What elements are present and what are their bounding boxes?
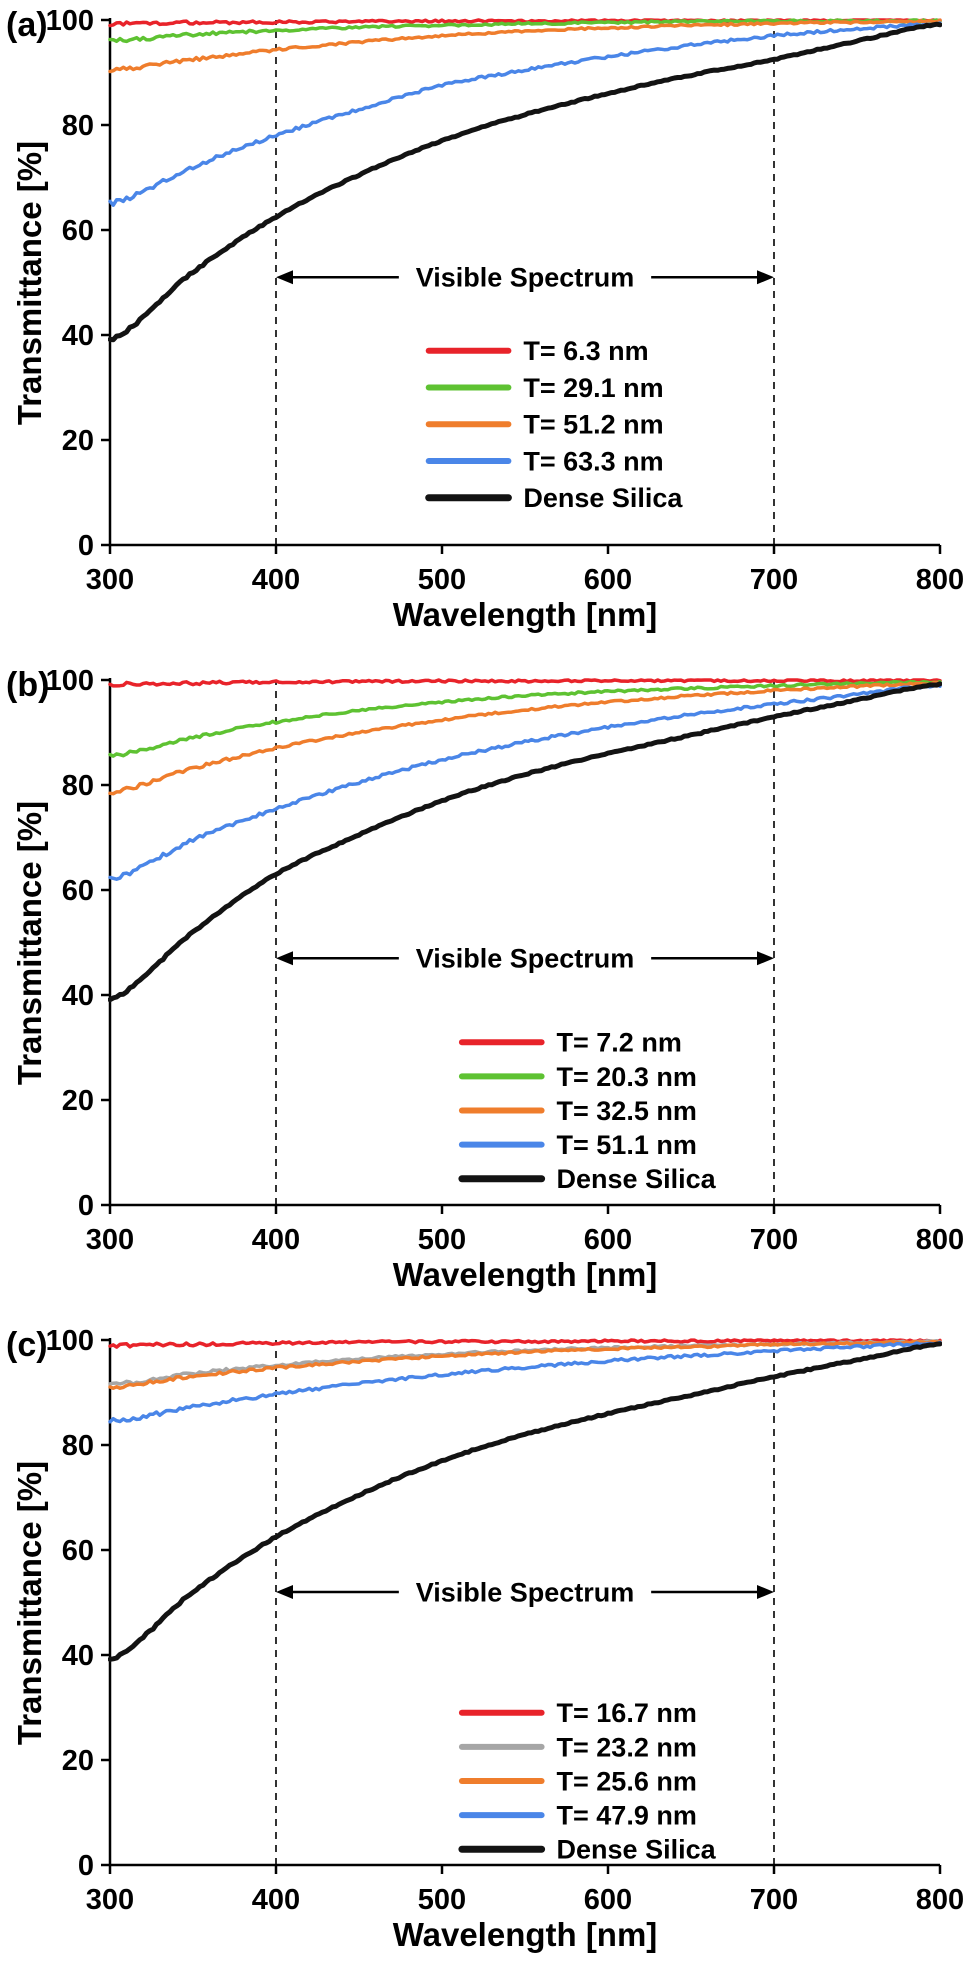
x-tick-label: 600 xyxy=(584,1884,632,1916)
x-tick-label: 400 xyxy=(252,1884,300,1916)
series-line-2 xyxy=(108,18,942,74)
series-line-0 xyxy=(108,678,942,688)
legend-label-2: T= 51.2 nm xyxy=(523,410,663,440)
legend-label-4: Dense Silica xyxy=(557,1164,717,1194)
legend-label-2: T= 25.6 nm xyxy=(557,1766,697,1796)
x-tick-label: 500 xyxy=(418,1884,466,1916)
y-tick-label: 0 xyxy=(78,1850,94,1882)
plot-area-a: 300 400 500 600 700 800 0 20 40 60 80 100 Visible Sp… xyxy=(46,5,965,596)
x-tick-label: 800 xyxy=(916,564,964,596)
x-tick-label: 300 xyxy=(86,1884,134,1916)
series-line-3 xyxy=(108,21,942,207)
series-group xyxy=(108,18,942,343)
visible-spectrum-arrowhead-left-icon xyxy=(276,951,293,966)
chart-panel-b: (b) Transmittance [%] 300 400 500 600 700 800… xyxy=(0,660,969,1320)
x-tick-label: 700 xyxy=(750,1224,798,1256)
y-tick-label: 40 xyxy=(62,320,94,352)
y-tick-label: 60 xyxy=(62,875,94,907)
visible-spectrum-label: Visible Spectrum xyxy=(416,944,635,974)
x-axis-title: Wavelength [nm] xyxy=(392,1256,658,1293)
x-tick-label: 300 xyxy=(86,564,134,596)
plot-area-c: 300 400 500 600 700 800 0 20 40 60 80 100 Visible Sp… xyxy=(46,1325,965,1916)
x-axis-title: Wavelength [nm] xyxy=(392,596,658,633)
panel-label-a: (a) xyxy=(6,6,48,44)
visible-spectrum-label: Visible Spectrum xyxy=(416,1577,635,1607)
series-line-4 xyxy=(108,1341,942,1662)
x-tick-label: 600 xyxy=(584,564,632,596)
x-tick-label: 800 xyxy=(916,1224,964,1256)
series-line-0 xyxy=(108,1338,942,1349)
visible-spectrum-arrowhead-left-icon xyxy=(276,1585,293,1599)
y-tick-label: 100 xyxy=(46,5,94,37)
x-tick-label: 800 xyxy=(916,1884,964,1916)
legend-label-4: Dense Silica xyxy=(523,483,683,513)
series-line-4 xyxy=(108,681,942,1003)
legend-label-0: T= 7.2 nm xyxy=(557,1028,682,1058)
x-axis-title: Wavelength [nm] xyxy=(392,1916,658,1953)
x-tick-label: 500 xyxy=(418,564,466,596)
y-tick-label: 40 xyxy=(62,980,94,1012)
x-tick-label: 700 xyxy=(750,564,798,596)
chart-panel-a: (a) Transmittance [%] 300 400 500 600 700 800… xyxy=(0,0,969,660)
series-line-1 xyxy=(108,679,942,758)
x-tick-label: 500 xyxy=(418,1224,466,1256)
y-tick-label: 80 xyxy=(62,1430,94,1462)
x-tick-label: 400 xyxy=(252,1224,300,1256)
y-tick-label: 80 xyxy=(62,110,94,142)
y-tick-label: 0 xyxy=(78,530,94,562)
chart-panel-c: (c) Transmittance [%] 300 400 500 600 700 800… xyxy=(0,1320,969,1980)
series-group xyxy=(108,1338,942,1662)
y-tick-label: 40 xyxy=(62,1640,94,1672)
series-group xyxy=(108,678,942,1003)
x-tick-label: 300 xyxy=(86,1224,134,1256)
visible-spectrum-arrowhead-right-icon xyxy=(757,1585,774,1599)
y-tick-label: 100 xyxy=(46,665,94,697)
y-tick-label: 60 xyxy=(62,1535,94,1567)
legend-label-3: T= 51.1 nm xyxy=(557,1130,697,1160)
y-tick-label: 80 xyxy=(62,770,94,802)
visible-spectrum-arrowhead-right-icon xyxy=(757,951,774,966)
panel-label-c: (c) xyxy=(6,1326,48,1364)
legend-label-0: T= 16.7 nm xyxy=(557,1698,697,1728)
series-line-3 xyxy=(108,682,942,881)
plot-area-b: 300 400 500 600 700 800 0 20 40 60 80 100 Visible Sp… xyxy=(46,665,965,1256)
visible-spectrum-arrowhead-right-icon xyxy=(757,270,774,285)
x-tick-label: 700 xyxy=(750,1884,798,1916)
legend-label-3: T= 47.9 nm xyxy=(557,1801,697,1831)
series-line-2 xyxy=(108,1339,942,1390)
legend-label-4: Dense Silica xyxy=(557,1835,717,1865)
series-line-2 xyxy=(108,680,942,796)
series-line-4 xyxy=(108,21,942,343)
y-tick-label: 20 xyxy=(62,1085,94,1117)
y-tick-label: 60 xyxy=(62,215,94,247)
series-line-3 xyxy=(108,1340,942,1424)
legend-label-0: T= 6.3 nm xyxy=(523,336,648,366)
y-tick-label: 20 xyxy=(62,425,94,457)
legend-label-1: T= 20.3 nm xyxy=(557,1062,697,1092)
legend-label-1: T= 23.2 nm xyxy=(557,1732,697,1762)
y-tick-label: 20 xyxy=(62,1745,94,1777)
legend-label-3: T= 63.3 nm xyxy=(523,446,663,476)
y-tick-label: 0 xyxy=(78,1190,94,1222)
x-tick-label: 600 xyxy=(584,1224,632,1256)
visible-spectrum-arrowhead-left-icon xyxy=(276,270,293,285)
y-tick-label: 100 xyxy=(46,1325,94,1357)
x-tick-label: 400 xyxy=(252,564,300,596)
legend-label-1: T= 29.1 nm xyxy=(523,373,663,403)
visible-spectrum-label: Visible Spectrum xyxy=(416,263,635,293)
panel-label-b: (b) xyxy=(6,666,50,704)
legend-label-2: T= 32.5 nm xyxy=(557,1096,697,1126)
